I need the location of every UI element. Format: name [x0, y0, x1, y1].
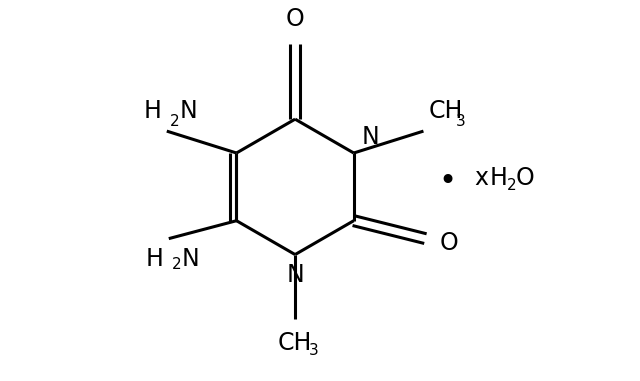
Text: H: H	[146, 247, 164, 271]
Text: O: O	[285, 6, 305, 30]
Text: N: N	[286, 263, 304, 287]
Text: N: N	[182, 247, 200, 271]
Text: 3: 3	[309, 343, 319, 358]
Text: H: H	[489, 166, 507, 190]
Text: •: •	[438, 167, 456, 196]
Text: N: N	[180, 99, 198, 123]
Text: 3: 3	[456, 114, 466, 129]
Text: O: O	[440, 231, 458, 255]
Text: 2: 2	[507, 178, 517, 194]
Text: 2: 2	[172, 256, 181, 272]
Text: H: H	[144, 99, 162, 123]
Text: CH: CH	[278, 331, 312, 355]
Text: CH: CH	[428, 99, 463, 123]
Text: O: O	[515, 166, 534, 190]
Text: 2: 2	[170, 114, 179, 129]
Text: x: x	[474, 166, 488, 190]
Text: N: N	[362, 125, 380, 149]
